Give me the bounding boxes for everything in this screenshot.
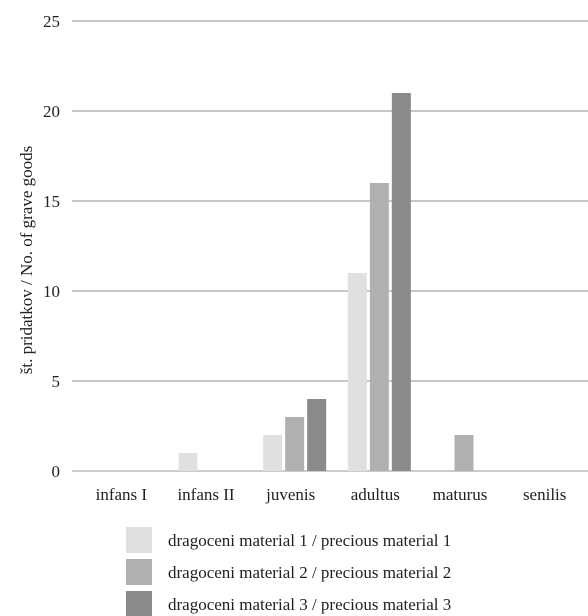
y-tick-labels: 0 5 10 15 20 25 [43,12,60,481]
bar-juvenis-series-3 [307,399,327,471]
bar-adultus-series-2 [369,183,389,471]
y-tick-label: 15 [43,192,60,211]
y-tick-label: 25 [43,12,60,31]
y-tick-label: 0 [52,462,61,481]
bar-adultus-series-3 [391,93,411,471]
bars [178,93,474,471]
bar-juvenis-series-2 [285,417,305,471]
y-tick-label: 10 [43,282,60,301]
x-tick-label: infans I [96,485,148,504]
x-tick-label: infans II [177,485,234,504]
y-tick-label: 5 [52,372,61,391]
legend-label-2: dragoceni material 2 / precious material… [168,563,451,582]
legend-label-1: dragoceni material 1 / precious material… [168,531,451,550]
x-tick-label: juvenis [265,485,315,504]
x-tick-labels: infans I infans II juvenis adultus maturus se… [96,485,567,504]
y-tick-label: 20 [43,102,60,121]
y-axis-title: št. pridatkov / No. of grave goods [17,146,36,375]
bar-maturus-series-2 [454,435,474,471]
legend-swatch-3 [126,591,152,616]
x-tick-label: maturus [433,485,488,504]
bar-juvenis-series-1 [263,435,283,471]
x-tick-label: senilis [523,485,566,504]
x-tick-label: adultus [351,485,400,504]
legend: dragoceni material 1 / precious material… [126,527,451,616]
legend-label-3: dragoceni material 3 / precious material… [168,595,451,614]
bar-infans-II-series-1 [178,453,198,471]
legend-swatch-1 [126,527,152,553]
grid-lines [72,20,588,472]
legend-swatch-2 [126,559,152,585]
bar-adultus-series-1 [347,273,367,471]
